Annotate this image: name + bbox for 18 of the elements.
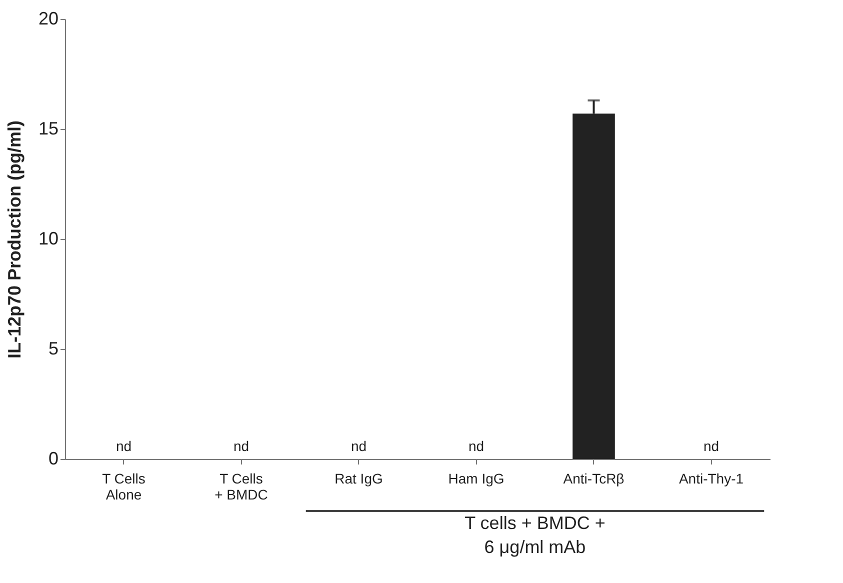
y-tick-label: 20 [38, 8, 58, 28]
text: nd [703, 438, 720, 454]
text: T cells + BMDC + 6 μg/ml mAb [464, 513, 606, 557]
x-tick-label: Ham IgG [448, 470, 504, 486]
y-tick-label: 15 [38, 118, 58, 138]
x-tick-label: Anti-Thy-1 [678, 470, 744, 486]
x-tick-label: Rat IgG [334, 470, 383, 486]
y-tick-label: 5 [48, 338, 58, 358]
x-tick-label: T Cells + BMDC [214, 470, 268, 502]
text: nd [116, 438, 132, 454]
x-tick-label: T Cells Alone [102, 470, 146, 502]
text: nd [468, 438, 484, 454]
x-tick-label: Anti-TcRβ [563, 470, 624, 486]
y-tick-label: 0 [48, 448, 58, 468]
text: nd [233, 438, 250, 454]
text: nd [350, 438, 367, 454]
y-tick-label: 10 [38, 228, 58, 248]
y-axis-title: IL-12p70 Production (pg/ml) [4, 120, 24, 359]
